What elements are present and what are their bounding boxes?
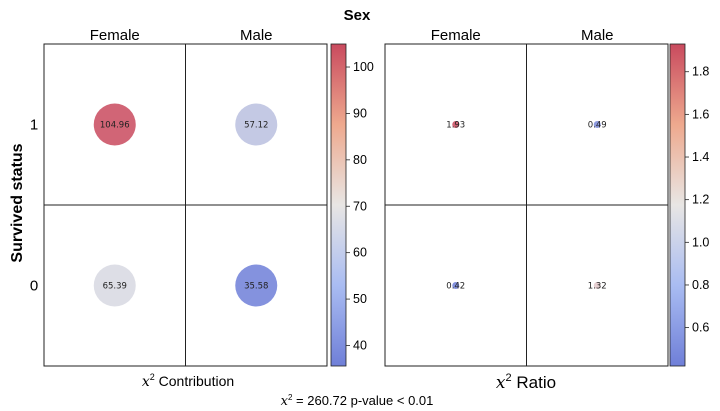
- contribution-row-label-1: 1: [30, 117, 38, 134]
- ratio-chi2-symbol: x: [496, 373, 506, 393]
- contribution-cell-marker-male-1: [235, 103, 278, 146]
- contribution-colorbar-tick-90: 90: [353, 106, 367, 120]
- contribution-colorbar-tick-70: 70: [353, 199, 367, 213]
- ratio-cell-label-male-1: 0.49: [588, 121, 607, 131]
- contribution-chi2-symbol: x: [142, 374, 150, 390]
- contribution-colorbar-tick-50: 50: [353, 292, 367, 306]
- ratio-cell-marker-male-0: [593, 282, 601, 289]
- contribution-col-label-male: Male: [240, 27, 273, 44]
- figure-title: Sex: [344, 7, 371, 24]
- ratio-chi2-power: 2: [506, 372, 512, 384]
- ratio-colorbar-tick-1: 1.0: [692, 235, 709, 249]
- ratio-cell-label-female-0: 0.42: [446, 282, 465, 292]
- footer-chi2-symbol: x: [281, 394, 289, 409]
- contribution-colorbar-tick-100: 100: [353, 60, 374, 74]
- ratio-col-label-male: Male: [581, 27, 614, 44]
- ratio-colorbar: 0.6 0.8 1.0 1.2 1.4 1.6 1.8: [669, 43, 709, 367]
- ratio-colorbar-tick-1-2: 1.2: [692, 193, 709, 207]
- ratio-x-axis-label: x2 Ratio: [496, 372, 556, 393]
- contribution-x-axis-label: x2 Contribution: [142, 372, 234, 390]
- ratio-col-label-female: Female: [431, 27, 481, 44]
- ratio-cell-marker-male-1: [593, 121, 601, 128]
- contribution-col-label-female: Female: [90, 27, 140, 44]
- y-axis-label: Survived status: [9, 143, 26, 262]
- contribution-x-label-text: Contribution: [159, 373, 235, 389]
- chi-square-statistic: x2 = 260.72 p-value < 0.01: [281, 393, 434, 409]
- ratio-panel: Female Male 1.93 0.49 0.42 1.32 x2 Ratio 0.6…: [384, 27, 709, 393]
- contribution-colorbar-tick-40: 40: [353, 338, 367, 352]
- contribution-cell-label-female-1: 104.96: [100, 121, 130, 131]
- ratio-x-label-text: Ratio: [516, 373, 556, 392]
- ratio-cell-label-male-0: 1.32: [588, 282, 607, 292]
- contribution-cell-label-male-1: 57.12: [244, 121, 268, 131]
- ratio-colorbar-tick-1-6: 1.6: [692, 107, 709, 121]
- contribution-cell-marker-female-1: [93, 103, 136, 146]
- ratio-colorbar-tick-1-8: 1.8: [692, 65, 709, 79]
- ratio-colorbar-tick-0-8: 0.8: [692, 278, 709, 292]
- contribution-cell-label-female-0: 65.39: [103, 282, 127, 292]
- contribution-cell-label-male-0: 35.58: [244, 282, 268, 292]
- contribution-row-label-0: 0: [30, 278, 38, 295]
- ratio-colorbar-tick-0-6: 0.6: [692, 321, 709, 335]
- contribution-panel: Female Male 1 0 104.96 57.12 65.39 35.58 x2 C…: [30, 27, 374, 390]
- footer-pvalue: p-value < 0.01: [351, 393, 434, 408]
- contribution-chi2-power: 2: [150, 372, 155, 382]
- contribution-cell-marker-female-0: [93, 264, 136, 307]
- ratio-cell-marker-female-0: [452, 282, 460, 289]
- contribution-colorbar-tick-60: 60: [353, 246, 367, 260]
- ratio-cell-marker-female-1: [452, 121, 460, 128]
- footer-chi2-value: = 260.72: [296, 393, 347, 408]
- footer-chi2-power: 2: [288, 393, 293, 402]
- contribution-colorbar: 40 50 60 70 80 90 100: [330, 43, 374, 367]
- ratio-colorbar-tick-1-4: 1.4: [692, 150, 709, 164]
- ratio-cell-label-female-1: 1.93: [446, 121, 465, 131]
- contribution-cell-marker-male-0: [235, 264, 278, 307]
- contribution-colorbar-tick-80: 80: [353, 153, 367, 167]
